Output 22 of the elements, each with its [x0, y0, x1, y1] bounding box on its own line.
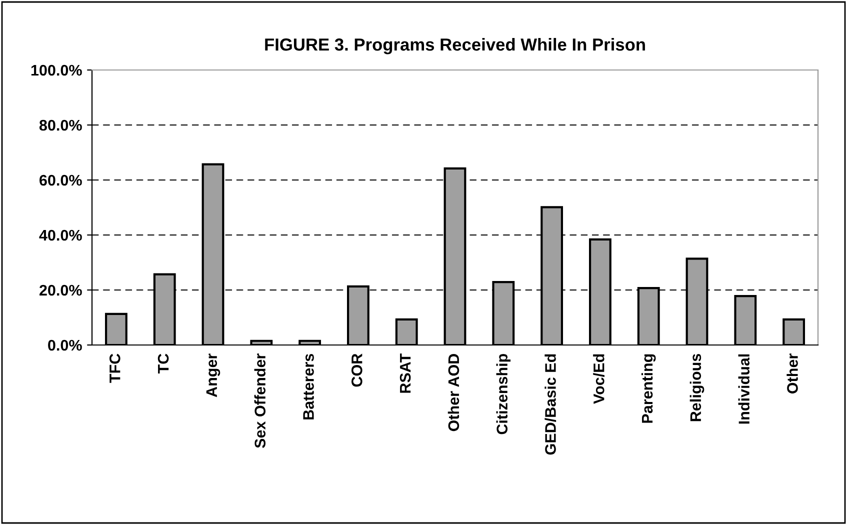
x-tick-label: RSAT [400, 353, 411, 393]
y-tick-label: 0.0% [48, 340, 82, 351]
x-tick-label: Individual [738, 354, 750, 424]
x-tick-label: Batterers [303, 354, 314, 420]
x-tick-label: Voc/Ed [593, 354, 604, 404]
x-tick-label: TFC [109, 354, 120, 383]
x-tick-label: COR [351, 354, 362, 387]
x-tick-label: Sex Offender [254, 354, 266, 448]
y-tick-label: 40.0% [39, 230, 82, 241]
x-tick-label: Parenting [641, 354, 656, 423]
y-tick-label: 80.0% [39, 120, 82, 131]
chart-title: FIGURE 3. Programs Received While In Prison [265, 38, 645, 54]
x-tick-label: GED/Basic Ed [544, 354, 556, 455]
x-tick-label: Citizenship [496, 354, 511, 434]
x-tick-label: Other [786, 354, 798, 394]
y-tick-label: 100.0% [31, 64, 82, 76]
x-tick-label: Religious [690, 354, 704, 422]
y-tick-label: 20.0% [39, 284, 82, 296]
x-tick-label: Other AOD [448, 354, 460, 432]
y-tick-label: 60.0% [40, 174, 82, 186]
x-tick-label: TC [158, 354, 169, 374]
x-tick-label: Anger [206, 354, 220, 398]
